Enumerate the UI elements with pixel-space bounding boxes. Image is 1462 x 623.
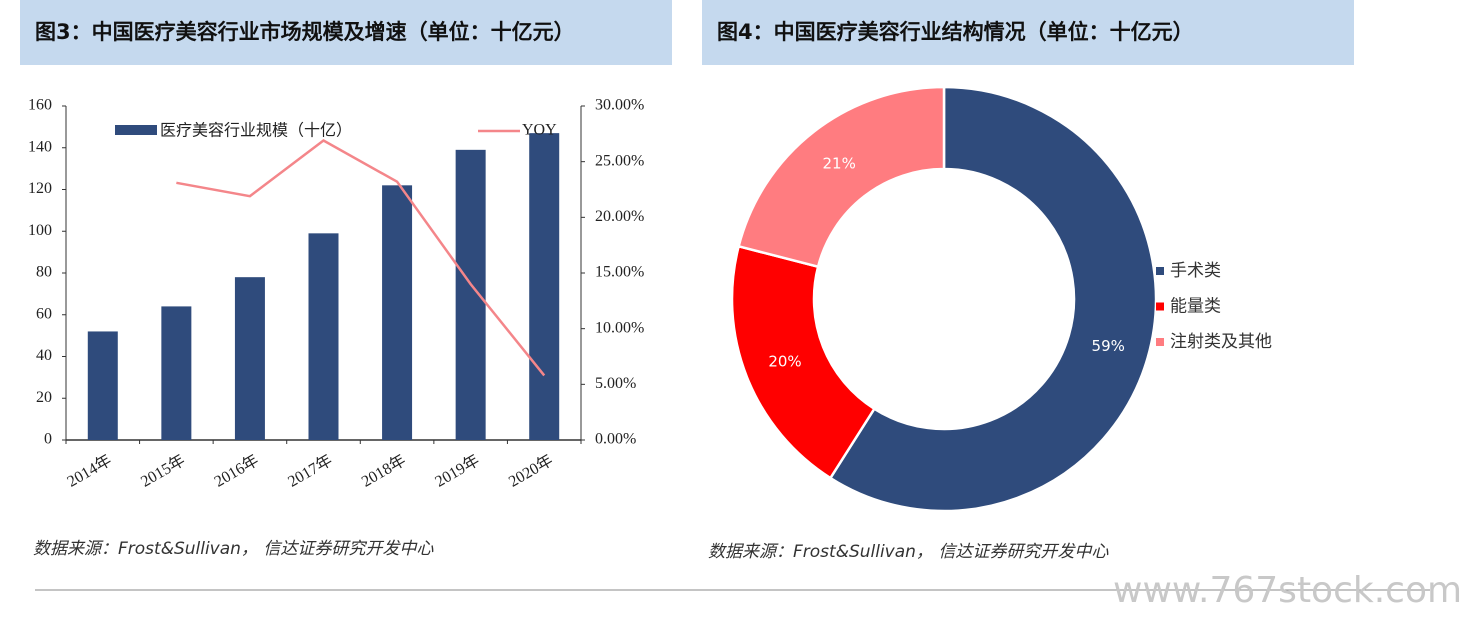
legend-swatch xyxy=(115,125,157,135)
y2-tick-label: 30.00% xyxy=(595,97,644,114)
y-tick-label: 80 xyxy=(36,264,52,281)
watermark: www.767stock.com xyxy=(1113,570,1462,611)
y2-tick-label: 25.00% xyxy=(595,152,644,169)
data-label: 20% xyxy=(768,352,801,370)
bar xyxy=(382,185,413,440)
source-note: 数据来源：Frost&Sullivan， 信达证券研究开发中心 xyxy=(708,542,1109,562)
y-tick-label: 40 xyxy=(36,347,52,364)
data-label: 21% xyxy=(823,154,856,172)
donut-segment xyxy=(730,244,877,480)
y2-tick-label: 15.00% xyxy=(595,264,644,281)
legend-swatch xyxy=(1156,267,1164,275)
x-tick-label: 2015年 xyxy=(138,451,189,491)
donut-segment xyxy=(828,85,1158,513)
bar xyxy=(455,149,486,440)
x-tick-label: 2014年 xyxy=(64,451,115,491)
y2-tick-label: 20.00% xyxy=(595,208,644,225)
bar xyxy=(234,277,265,440)
legend-label: 能量类 xyxy=(1170,297,1221,317)
bar xyxy=(87,331,118,440)
line xyxy=(176,139,546,377)
y-tick-label: 120 xyxy=(28,180,52,197)
legend-label: 手术类 xyxy=(1170,261,1221,281)
x-tick-label: 2018年 xyxy=(358,451,409,491)
y2-tick-label: 0.00% xyxy=(595,431,636,448)
legend-label: 医疗美容行业规模（十亿） xyxy=(160,121,352,140)
y-tick-label: 60 xyxy=(36,305,52,322)
y2-tick-label: 5.00% xyxy=(595,375,636,392)
bar xyxy=(529,133,560,440)
legend-swatch xyxy=(1156,338,1164,346)
x-tick-label: 2016年 xyxy=(211,451,262,491)
legend-label: YOY xyxy=(522,122,557,139)
chart-title: 图3：中国医疗美容行业市场规模及增速（单位：十亿元） xyxy=(35,20,575,44)
data-label: 59% xyxy=(1092,337,1125,355)
donut-segment xyxy=(737,85,946,269)
x-tick-label: 2017年 xyxy=(285,451,336,491)
y-tick-label: 140 xyxy=(28,138,52,155)
title-box xyxy=(20,0,672,65)
y-tick-label: 100 xyxy=(28,222,52,239)
chart-title: 图4：中国医疗美容行业结构情况（单位：十亿元） xyxy=(717,20,1194,44)
y-tick-label: 0 xyxy=(44,431,52,448)
legend-label: 注射类及其他 xyxy=(1170,332,1272,352)
y-tick-label: 160 xyxy=(28,97,52,114)
legend-swatch xyxy=(1156,302,1164,311)
y2-tick-label: 10.00% xyxy=(595,319,644,336)
x-tick-label: 2020年 xyxy=(505,451,556,491)
bar xyxy=(161,306,192,440)
title-box xyxy=(702,0,1354,65)
x-tick-label: 2019年 xyxy=(432,451,483,491)
bar xyxy=(308,233,339,440)
y-tick-label: 20 xyxy=(36,389,52,406)
source-note: 数据来源：Frost&Sullivan， 信达证券研究开发中心 xyxy=(33,539,434,559)
